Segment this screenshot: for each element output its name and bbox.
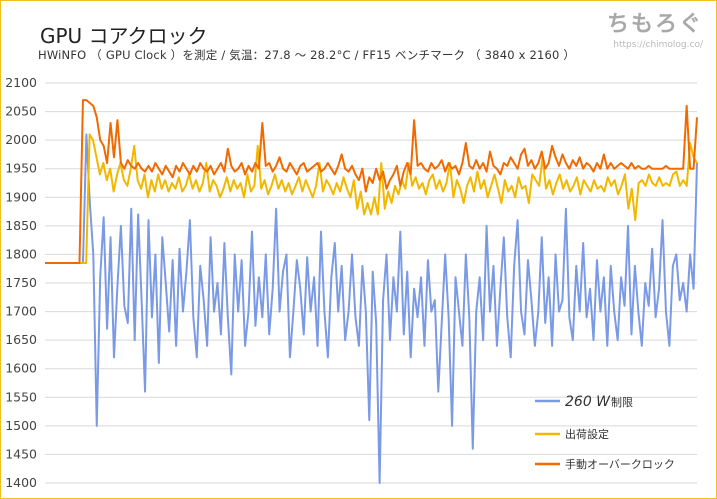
y-tick-label: 1750 <box>5 275 37 290</box>
y-tick-label: 2050 <box>5 104 37 119</box>
y-tick-labels: 1400 1450 1500 1550 1600 1650 1700 1750 1800 1850… <box>5 75 37 490</box>
legend-label-2: 出荷設定 <box>565 427 609 441</box>
y-tick-label: 1550 <box>5 389 37 404</box>
y-tick-label: 1950 <box>5 161 37 176</box>
series-lines <box>45 99 698 484</box>
chart-title: GPU コアクロック <box>40 24 208 48</box>
series-line-2 <box>45 133 698 264</box>
series-line-3 <box>45 99 698 264</box>
y-tick-label: 1600 <box>5 361 37 376</box>
y-tick-label: 1500 <box>5 418 37 433</box>
legend-label-3: 手動オーバークロック <box>565 457 675 471</box>
y-tick-label: 1650 <box>5 332 37 347</box>
y-tick-label: 1850 <box>5 218 37 233</box>
chart-subtitle: HWiNFO （ GPU Clock ）を測定 / 気温：27.8 〜 28.2… <box>38 48 576 62</box>
y-tick-label: 2000 <box>5 132 37 147</box>
legend: 260 W 制限 出荷設定 手動オーバークロック <box>535 394 675 471</box>
brand-url: https://chimolog.co/ <box>613 40 703 50</box>
y-tick-label: 1800 <box>5 246 37 261</box>
brand: ちもろぐ https://chimolog.co/ <box>607 6 703 50</box>
y-tick-label: 2100 <box>5 75 37 90</box>
series-line-1 <box>45 133 698 484</box>
y-tick-label: 1700 <box>5 304 37 319</box>
y-tick-label: 1400 <box>5 475 37 490</box>
y-tick-label: 1900 <box>5 189 37 204</box>
y-tick-label: 1450 <box>5 446 37 461</box>
brand-logo: ちもろぐ <box>606 12 703 37</box>
legend-label-1-suffix: 制限 <box>611 396 633 409</box>
legend-label-1-value: 260 W <box>565 394 611 410</box>
